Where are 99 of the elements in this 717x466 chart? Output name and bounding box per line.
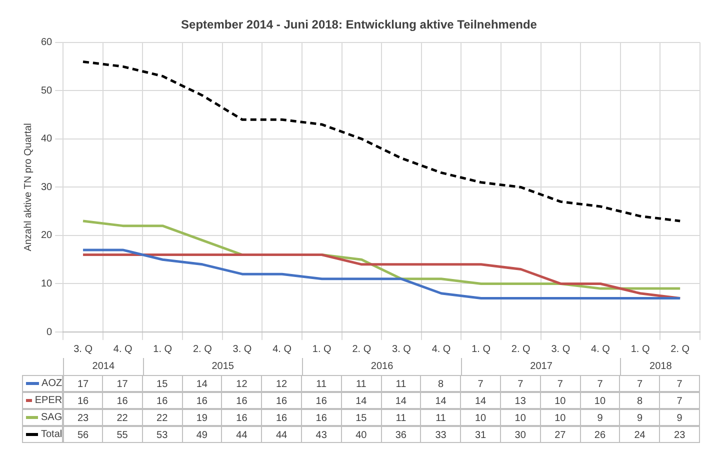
- data-label: 14: [382, 392, 422, 409]
- data-label: 23: [63, 409, 103, 426]
- x-tick-label: 3. Q: [74, 344, 93, 355]
- data-label: 17: [63, 375, 103, 392]
- x-tick-label: 1. Q: [472, 344, 491, 355]
- y-tick-label: 20: [41, 230, 53, 242]
- data-label: 24: [620, 426, 660, 443]
- data-label: 55: [102, 426, 143, 443]
- x-tick-label: 3. Q: [392, 344, 412, 355]
- data-label: 11: [382, 375, 422, 392]
- legend-label: AOZ: [42, 378, 62, 389]
- data-label: 26: [580, 426, 620, 443]
- x-tick-label: 4. Q: [432, 344, 451, 355]
- x-tick-label: 2. Q: [352, 344, 372, 355]
- data-label: 16: [302, 409, 342, 426]
- y-tick-label: 10: [41, 278, 53, 290]
- data-label: 16: [222, 392, 262, 409]
- y-tick-label: 30: [41, 182, 53, 193]
- data-label: 7: [500, 375, 541, 392]
- data-label: 31: [461, 426, 501, 443]
- data-label: 16: [262, 409, 302, 426]
- x-tick-label: 4. Q: [272, 344, 292, 355]
- legend-label: SAG: [40, 412, 62, 423]
- data-label: 10: [580, 392, 620, 409]
- data-label: 7: [461, 375, 501, 392]
- x-tick-label: 3. Q: [551, 344, 570, 355]
- data-label: 19: [182, 409, 222, 426]
- data-label: 44: [262, 426, 302, 443]
- data-label: 7: [540, 375, 581, 392]
- data-label: 17: [102, 375, 143, 392]
- x-tick-label: 2. Q: [511, 344, 531, 355]
- data-label: 9: [620, 409, 660, 426]
- x-tick-label: 1. Q: [153, 344, 172, 355]
- x-tick-label: 2. Q: [192, 344, 212, 355]
- data-label: 11: [302, 375, 342, 392]
- data-label: 49: [182, 426, 222, 443]
- legend-label: Total: [40, 429, 62, 440]
- data-label: 14: [461, 392, 501, 409]
- data-label: 11: [382, 409, 422, 426]
- data-label: 7: [660, 392, 700, 409]
- data-label: 8: [421, 375, 462, 392]
- text: 2015: [142, 358, 302, 375]
- data-label: 16: [142, 392, 183, 409]
- data-label: 14: [182, 375, 222, 392]
- data-label: 10: [461, 409, 501, 426]
- data-label: 40: [342, 426, 382, 443]
- text: 2014: [63, 358, 143, 375]
- data-label: 11: [421, 409, 462, 426]
- data-label: 16: [102, 392, 143, 409]
- data-label: 16: [63, 392, 103, 409]
- data-label: 7: [620, 375, 660, 392]
- line-series: [82, 60, 682, 222]
- data-label: 10: [540, 409, 581, 426]
- x-tick-label: 3. Q: [232, 344, 252, 355]
- data-label: 9: [660, 409, 700, 426]
- x-tick-label: 4. Q: [591, 344, 610, 355]
- data-label: 11: [342, 375, 382, 392]
- text: 2017: [461, 358, 620, 375]
- y-tick-label: 0: [46, 326, 53, 338]
- data-label: 43: [302, 426, 342, 443]
- data-label: 7: [580, 375, 620, 392]
- data-label: 14: [421, 392, 462, 409]
- data-label: 36: [382, 426, 422, 443]
- data-label: 44: [222, 426, 262, 443]
- x-tick-label: 2. Q: [670, 344, 690, 355]
- chart-title: September 2014 - Juni 2018: Entwicklung aktive Teilnehmende: [181, 18, 538, 32]
- data-label: 16: [222, 409, 262, 426]
- y-tick-label: 50: [41, 85, 53, 96]
- data-label: 30: [500, 426, 541, 443]
- y-axis-title: Anzahl aktive TN pro Quartal: [22, 123, 34, 252]
- data-label: 10: [500, 409, 541, 426]
- x-tick-label: 4. Q: [113, 344, 132, 355]
- data-label: 15: [142, 375, 183, 392]
- data-label: 23: [660, 426, 700, 443]
- data-label: 33: [421, 426, 462, 443]
- data-label: 27: [540, 426, 581, 443]
- x-tick-label: 1. Q: [312, 344, 332, 355]
- data-label: 22: [142, 409, 183, 426]
- x-tick-label: 1. Q: [630, 344, 650, 355]
- data-label: 8: [620, 392, 660, 409]
- data-label: 56: [63, 426, 103, 443]
- data-label: 13: [500, 392, 541, 409]
- data-label: 16: [262, 392, 302, 409]
- data-label: 9: [580, 409, 620, 426]
- y-tick-label: 40: [41, 134, 53, 145]
- text: 2016: [302, 358, 462, 375]
- data-label: 14: [342, 392, 382, 409]
- data-label: 16: [302, 392, 342, 409]
- data-label: 12: [222, 375, 262, 392]
- y-tick-label: 60: [41, 37, 53, 48]
- data-label: 22: [102, 409, 143, 426]
- data-label: 10: [540, 392, 581, 409]
- data-label: 15: [342, 409, 382, 426]
- text: 2018: [620, 358, 700, 375]
- data-label: 16: [182, 392, 222, 409]
- data-label: 7: [660, 375, 700, 392]
- legend-label: EPER: [34, 395, 62, 406]
- data-label: 53: [142, 426, 183, 443]
- data-label: 12: [262, 375, 302, 392]
